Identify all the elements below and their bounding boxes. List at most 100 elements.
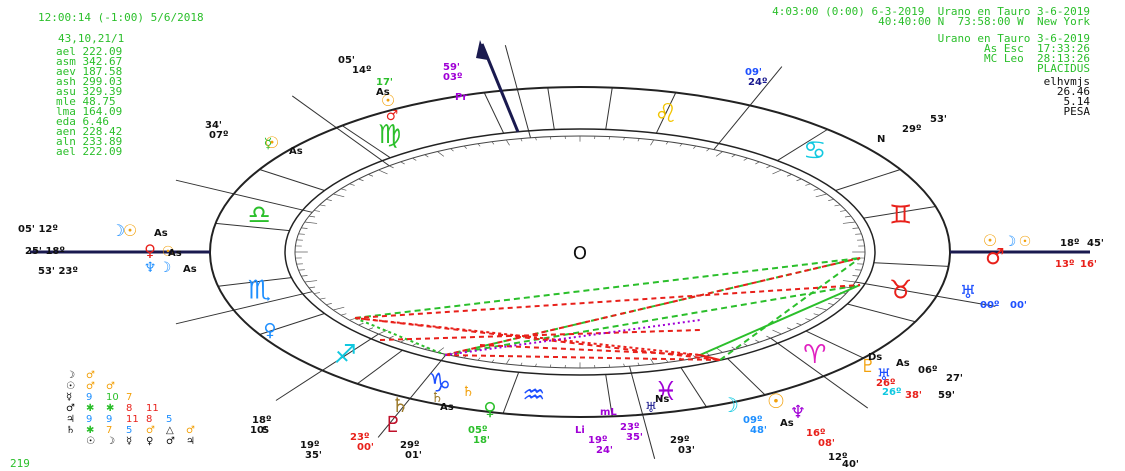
aspect-grid-cell: △ — [166, 425, 174, 436]
right-panel-title: Urano en Tauro 3-6-2019 — [937, 32, 1090, 45]
degree-tick — [535, 363, 537, 367]
house-cusp-line — [275, 333, 379, 401]
aspect-grid-cell: ☿ — [126, 436, 133, 447]
chart-center-symbol: O — [573, 243, 587, 264]
degree-tick — [505, 139, 510, 146]
chart-label: 05º — [468, 425, 488, 436]
degree-tick — [772, 329, 782, 335]
zodiac-sign-glyph: ♓ — [654, 377, 677, 407]
degree-tick — [378, 169, 388, 175]
sign-divider-line — [605, 374, 613, 417]
sign-divider-line — [805, 330, 864, 359]
aspect-grid-cell: 11 — [126, 414, 139, 425]
degree-tick — [333, 306, 345, 311]
degree-tick — [796, 178, 802, 182]
degree-tick — [813, 313, 820, 316]
chart-label: Ns — [655, 394, 669, 405]
sign-divider-line — [727, 358, 766, 396]
chart-label: 06º — [918, 365, 938, 376]
degree-tick — [731, 154, 736, 158]
degree-tick — [828, 303, 835, 306]
chart-label: 59' — [443, 62, 460, 73]
degree-tick — [852, 227, 859, 229]
chart-label: As — [780, 418, 794, 429]
planet-glyph-icon: ☉ — [767, 389, 785, 413]
zodiac-sign-glyph: ♈ — [803, 340, 826, 370]
sign-divider-line — [847, 303, 916, 323]
chart-label: 08' — [818, 438, 835, 449]
chart-label: 29º — [902, 124, 922, 135]
chart-datetime-right: 4:03:00 (0:00) 6-3-2019 Urano en Tauro 3… — [772, 5, 1090, 18]
chart-label: 24' — [596, 445, 613, 456]
chart-label: 09º — [743, 415, 763, 426]
degree-tick — [325, 303, 332, 306]
degree-tick — [805, 318, 811, 321]
planet-glyph-icon: ☿ — [264, 136, 273, 152]
planet-glyph-icon: ☽ — [111, 221, 125, 240]
left-panel-row: asm 342.67 — [56, 55, 123, 68]
left-panel-row: aev 187.58 — [56, 65, 123, 78]
degree-tick — [706, 148, 710, 152]
zodiac-sign-glyph: ♐ — [334, 340, 357, 370]
aspect-grid-cell: ♂ — [66, 403, 75, 414]
chart-location: 40:40:00 N 73:58:00 W New York — [878, 15, 1090, 28]
degree-tick — [842, 221, 856, 224]
chart-label: As — [896, 358, 910, 369]
aspect-grid-cell: 7 — [106, 425, 113, 436]
house-cusp-line — [175, 291, 313, 325]
chart-label: Li — [575, 425, 585, 436]
zodiac-signs: ♌ ♋ ♊ ♉ ♈ ♓ ♒ ♑ ♐ ♏ ♎ ♍ — [248, 99, 913, 411]
degree-tick — [805, 183, 811, 186]
planet-glyph-icon: ♄ — [462, 384, 475, 400]
chart-label: 16' — [1080, 259, 1097, 270]
planet-glyph-icon: ☉ — [123, 221, 137, 240]
degree-labels: 05'14º17'As59'03ºPr09'24º53'N29º34'07ºAs… — [18, 55, 1104, 470]
chart-label: As — [289, 146, 303, 157]
chart-label: S — [262, 425, 269, 436]
degree-tick — [463, 145, 467, 149]
planet-glyph-icon: ♀ — [144, 241, 156, 260]
chart-label: 19º — [588, 435, 608, 446]
degree-tick — [637, 138, 640, 142]
chart-label: 45' — [1087, 238, 1104, 249]
degree-tick — [679, 143, 683, 147]
degree-tick — [450, 148, 454, 152]
degree-tick — [731, 346, 736, 350]
house-cusp-lines — [175, 45, 996, 459]
degree-tick — [834, 297, 841, 300]
planet-glyph-icon: ☽ — [721, 393, 739, 417]
degree-tick — [650, 358, 655, 365]
planet-glyph-icon: ♅ — [645, 400, 658, 416]
degree-tick — [743, 157, 748, 161]
degree-tick — [313, 292, 320, 294]
house-cusp-line — [377, 354, 447, 438]
aspect-grid-cell: ✱ — [86, 403, 95, 414]
chart-label: 16º — [806, 428, 826, 439]
sign-divider-line — [259, 313, 325, 335]
degree-tick — [340, 188, 347, 191]
degree-tick — [844, 215, 852, 218]
aspect-grid-cell: ☿ — [66, 392, 73, 403]
degree-tick — [412, 343, 417, 347]
aspect-line — [699, 284, 861, 356]
right-panel-value-2: 5.14 — [1063, 95, 1091, 108]
aspect-grid-cell: 5 — [126, 425, 133, 436]
aspect-grid-cell: 5 — [166, 414, 173, 425]
chart-label: 34' — [205, 120, 222, 131]
chart-label: 00º — [980, 300, 1000, 311]
chart-label: 01' — [405, 450, 422, 461]
planet-glyph-icon: ♇ — [383, 413, 403, 438]
right-panel-system: PLACIDUS — [1037, 62, 1090, 75]
degree-tick — [424, 154, 429, 158]
aspect-grid-cell: ♄ — [66, 425, 75, 436]
house-cusp-line — [629, 366, 656, 459]
planet-glyph-icon: ♀ — [483, 399, 496, 420]
aspect-grid-cell: ♀ — [146, 436, 154, 447]
right-panel-value-1: 26.46 — [1056, 85, 1090, 98]
degree-tick — [840, 210, 847, 212]
zodiac-sign-glyph: ♍ — [378, 120, 401, 150]
aspect-grid-cell: ♂ — [86, 370, 95, 381]
chart-label: 26º — [882, 387, 902, 398]
left-panel-row: eda 6.46 — [56, 115, 109, 128]
planet-glyph-icon: ♇ — [860, 356, 876, 377]
